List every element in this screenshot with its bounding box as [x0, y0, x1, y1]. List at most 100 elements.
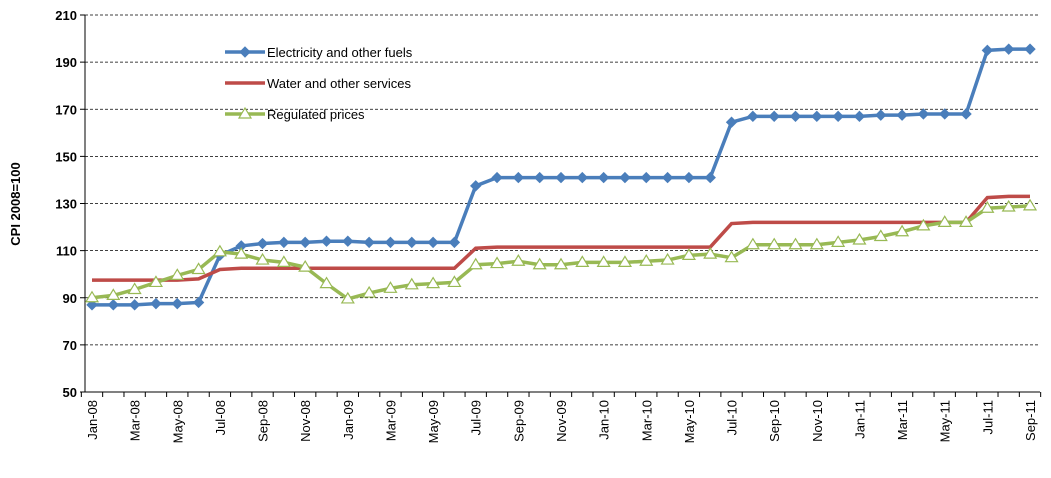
x-tick-label: Nov-10 — [810, 400, 825, 442]
marker — [811, 110, 823, 123]
marker — [363, 236, 375, 249]
marker — [960, 108, 972, 120]
marker — [170, 268, 185, 280]
marker — [340, 291, 355, 304]
marker — [875, 109, 887, 121]
marker — [491, 171, 503, 184]
marker — [191, 262, 206, 275]
marker — [768, 110, 780, 123]
x-tick-label: Sep-08 — [256, 400, 271, 442]
x-tick-label: May-08 — [170, 400, 185, 443]
marker — [553, 257, 569, 270]
marker — [895, 224, 910, 237]
marker — [298, 259, 313, 272]
marker — [597, 171, 610, 184]
x-tick-label: Jan-10 — [597, 400, 612, 440]
marker — [148, 275, 164, 288]
marker — [150, 297, 162, 310]
marker — [724, 250, 739, 263]
marker — [470, 180, 482, 192]
marker — [681, 248, 696, 260]
x-tick-label: Jul-09 — [469, 400, 484, 435]
marker — [639, 254, 654, 266]
marker — [511, 254, 526, 266]
x-tick-label: Sep-09 — [511, 400, 526, 442]
marker — [704, 171, 716, 184]
marker — [1002, 43, 1015, 55]
marker — [640, 171, 652, 184]
marker — [809, 237, 824, 250]
marker — [489, 256, 505, 269]
marker — [84, 290, 100, 303]
marker — [212, 244, 227, 257]
marker — [234, 246, 249, 259]
y-tick-label: 170 — [55, 102, 77, 117]
marker — [725, 116, 738, 128]
y-tick-label: 90 — [63, 291, 77, 306]
legend-label: Water and other services — [267, 76, 412, 91]
marker — [447, 275, 462, 288]
marker — [767, 237, 782, 250]
marker — [575, 255, 590, 268]
y-tick-label: 210 — [55, 8, 77, 23]
marker — [468, 257, 483, 270]
marker — [107, 299, 120, 311]
legend-label: Regulated prices — [267, 107, 365, 122]
series-line — [92, 194, 1030, 282]
y-tick-label: 70 — [63, 338, 77, 353]
marker — [745, 237, 760, 250]
x-tick-label: Jul-11 — [980, 400, 995, 434]
marker — [384, 236, 397, 249]
marker — [532, 257, 547, 270]
marker — [342, 235, 354, 247]
x-tick-label: Jan-08 — [85, 400, 100, 440]
x-tick-label: Mar-11 — [895, 400, 910, 440]
x-tick-label: May-11 — [938, 400, 953, 442]
legend-label: Electricity and other fuels — [267, 45, 413, 60]
y-tick-label: 150 — [55, 149, 77, 164]
marker — [512, 171, 525, 184]
marker — [619, 171, 631, 184]
y-axis-label: CPI 2008=100 — [8, 162, 23, 245]
marker — [192, 296, 205, 309]
marker — [660, 252, 675, 265]
marker — [937, 215, 952, 227]
marker — [917, 108, 930, 120]
x-tick-label: Mar-09 — [383, 400, 398, 441]
x-tick-label: May-10 — [682, 400, 697, 443]
marker — [278, 236, 290, 249]
marker — [617, 255, 633, 268]
marker — [981, 44, 994, 57]
marker — [320, 235, 333, 247]
marker — [789, 110, 802, 123]
marker — [426, 276, 441, 289]
marker — [852, 232, 867, 245]
marker — [237, 106, 253, 119]
marker — [404, 277, 419, 290]
marker — [916, 218, 931, 231]
marker — [106, 288, 121, 300]
marker — [406, 236, 418, 249]
x-tick-label: Jul-08 — [213, 400, 228, 435]
marker — [128, 299, 141, 311]
x-tick-label: Jul-10 — [725, 400, 740, 435]
marker — [683, 171, 695, 184]
x-tick-label: Mar-10 — [639, 400, 654, 441]
marker — [256, 237, 269, 250]
marker — [555, 171, 567, 184]
marker — [448, 236, 461, 249]
y-tick-label: 110 — [56, 244, 77, 259]
x-tick-label: Jan-11 — [852, 400, 867, 439]
x-tick-label: Sep-11 — [1023, 400, 1038, 441]
marker — [747, 110, 759, 123]
marker — [853, 110, 866, 123]
series-line — [91, 204, 1031, 301]
marker — [319, 276, 334, 289]
x-tick-label: Mar-08 — [128, 400, 143, 441]
marker — [239, 46, 251, 58]
marker — [1024, 43, 1036, 55]
marker — [832, 110, 844, 123]
marker — [299, 236, 311, 249]
marker — [958, 215, 974, 227]
